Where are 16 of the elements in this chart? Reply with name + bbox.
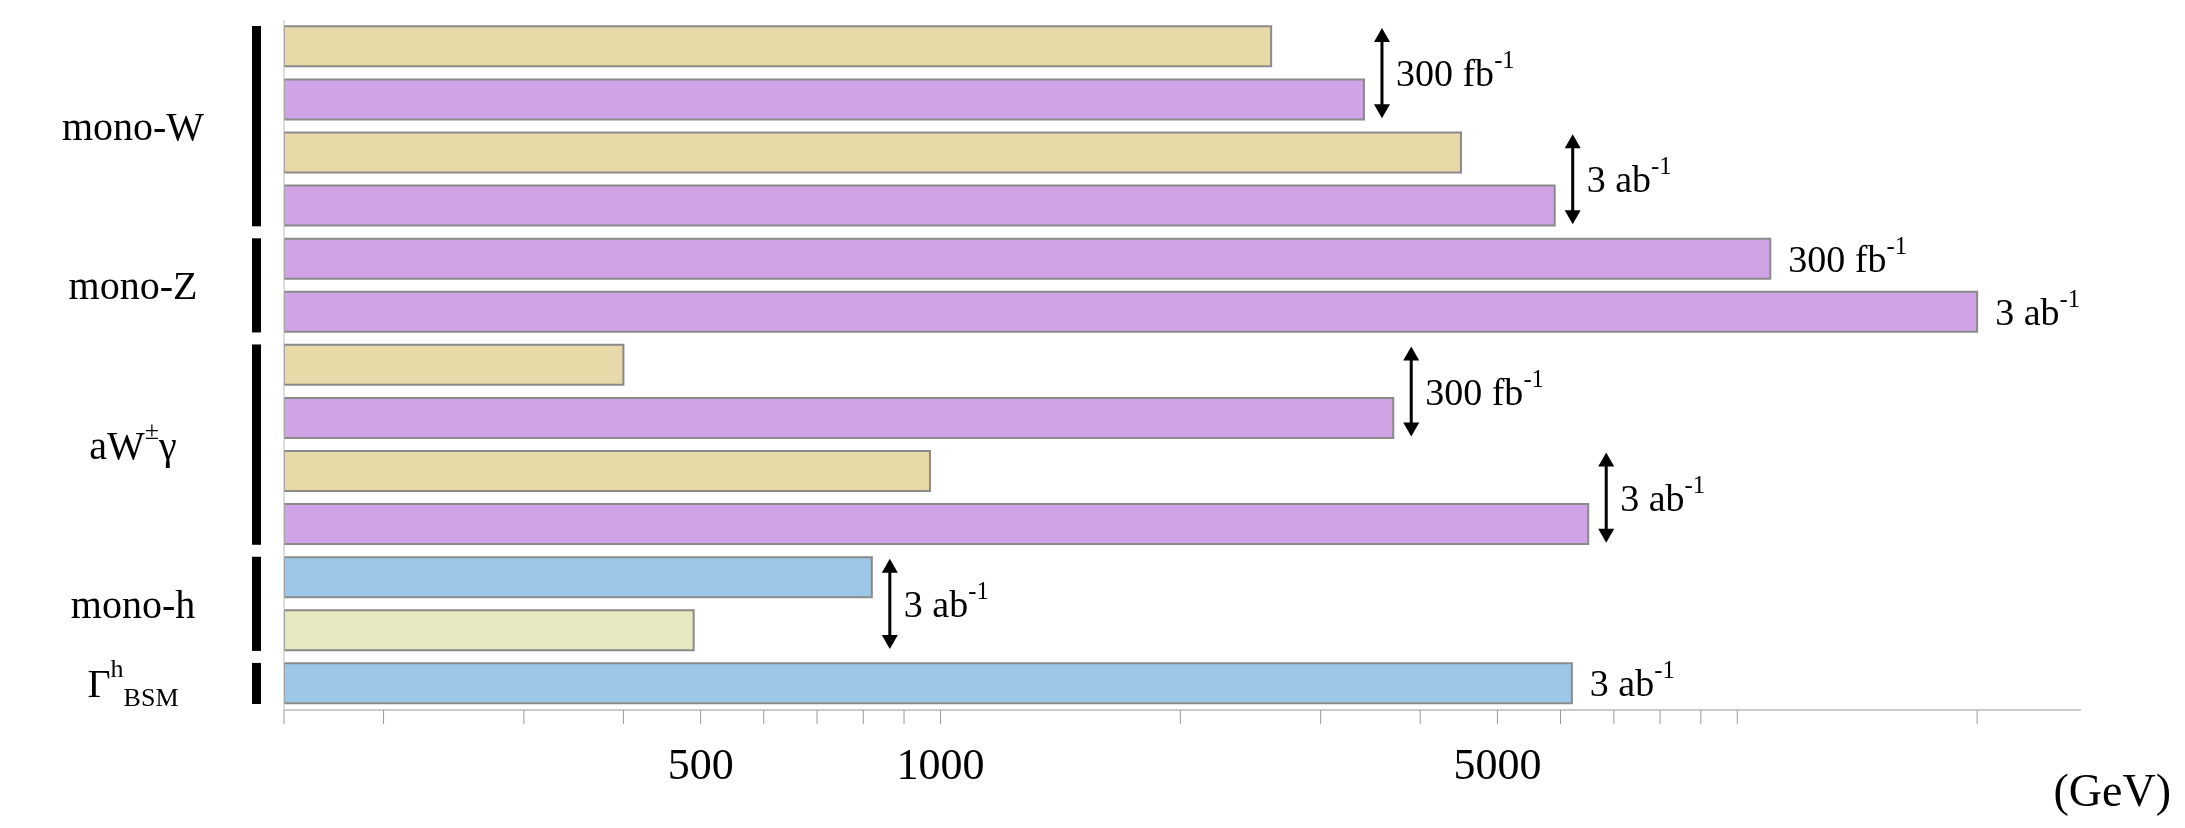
- text: mono-Z: [68, 262, 198, 308]
- annotation: 3 ab$^{-1}$: [903, 576, 989, 625]
- annotation: 300 fb$^{-1}$: [1425, 364, 1544, 413]
- text: mono-h: [70, 581, 196, 627]
- annotation: 300 fb$^{-1}$: [1395, 46, 1515, 95]
- annotation: 3 ab$^{-1}$: [1589, 656, 1675, 705]
- x-tick-label: 1000: [896, 740, 985, 790]
- annotation: 300 fb$^{-1}$: [1788, 231, 1908, 280]
- annotation: 3 ab$^{-1}$: [1620, 470, 1706, 519]
- x-tick-label: 5000: [1453, 740, 1542, 790]
- text: aW$^{±}$γ: [89, 415, 177, 468]
- x-axis-title: (GeV): [2053, 765, 2171, 816]
- annotation: 3 ab$^{-1}$: [1995, 284, 2081, 333]
- annotation: 3 ab$^{-1}$: [1586, 152, 1672, 201]
- text: mono-W: [61, 103, 205, 149]
- x-tick-label: 500: [667, 740, 734, 790]
